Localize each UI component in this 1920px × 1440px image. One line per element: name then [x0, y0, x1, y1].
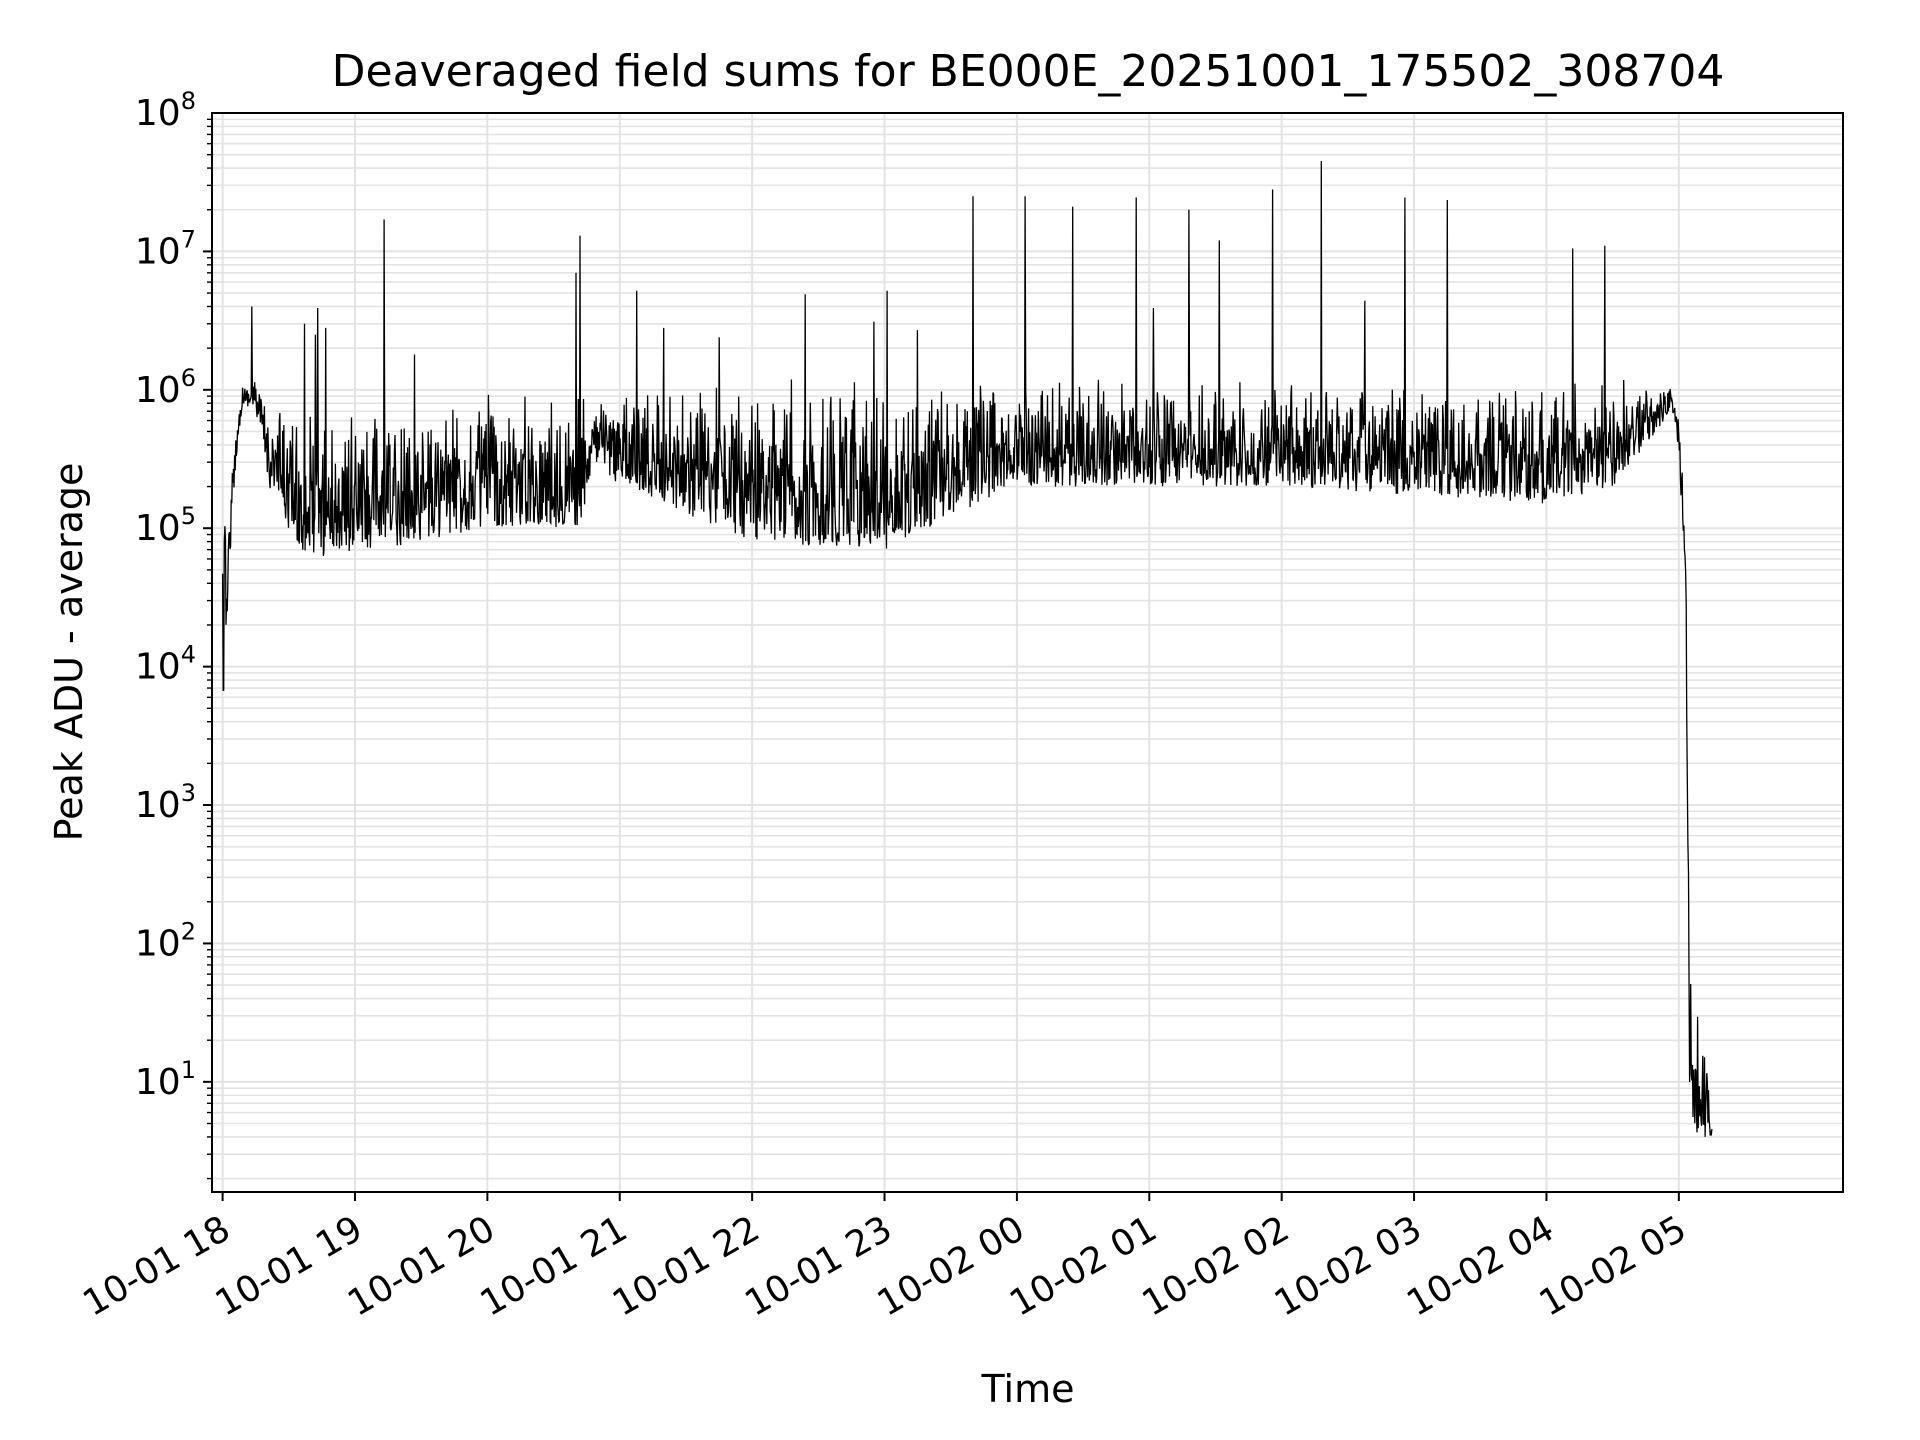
y-tick-label-exponent: 4	[181, 641, 196, 669]
y-tick-label-base: 10	[135, 1062, 181, 1103]
y-tick-label: 105	[135, 502, 196, 549]
grid	[212, 113, 1843, 1192]
y-tick-label: 104	[135, 641, 196, 688]
y-tick-label-base: 10	[135, 231, 181, 272]
series-line	[221, 160, 1713, 1137]
y-tick-label-base: 10	[135, 785, 181, 826]
y-tick-label-base: 10	[135, 923, 181, 964]
y-tick-label-exponent: 6	[181, 364, 196, 392]
y-tick-label: 108	[135, 87, 196, 134]
data-layer	[221, 160, 1713, 1137]
y-tick-label: 103	[135, 779, 196, 826]
y-tick-label-exponent: 3	[181, 779, 196, 807]
x-axis-label: Time	[981, 1367, 1075, 1411]
y-tick-label: 101	[135, 1056, 196, 1103]
y-tick-label-exponent: 7	[181, 225, 196, 253]
y-tick-label: 107	[135, 225, 196, 272]
y-axis-label: Peak ADU - average	[47, 463, 91, 842]
y-tick-label-exponent: 1	[181, 1056, 196, 1084]
chart-title: Deaveraged field sums for BE000E_2025100…	[332, 46, 1725, 97]
y-tick-label-base: 10	[135, 647, 181, 688]
y-tick-label-exponent: 8	[181, 87, 196, 115]
y-tick-label: 106	[135, 364, 196, 411]
y-tick-label-exponent: 5	[181, 502, 196, 530]
plot-frame	[211, 112, 1844, 1193]
y-tick-label-base: 10	[135, 370, 181, 411]
y-tick-label-base: 10	[135, 93, 181, 134]
y-tick-label: 102	[135, 917, 196, 964]
y-tick-label-base: 10	[135, 508, 181, 549]
y-tick-label-exponent: 2	[181, 917, 196, 945]
